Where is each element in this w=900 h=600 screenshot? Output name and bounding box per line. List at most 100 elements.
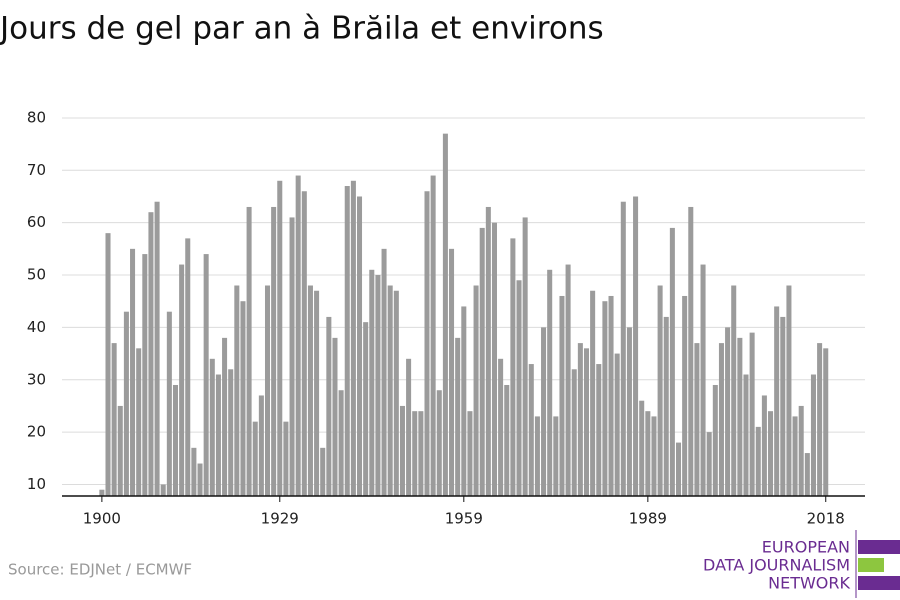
bar bbox=[510, 238, 516, 496]
bar bbox=[442, 133, 448, 496]
bar bbox=[528, 364, 534, 496]
bar bbox=[326, 316, 332, 496]
bar bbox=[430, 175, 436, 496]
bar bbox=[344, 186, 350, 496]
bar bbox=[479, 227, 485, 496]
bar bbox=[142, 254, 148, 496]
x-tick-label: 1989 bbox=[629, 510, 667, 528]
bar bbox=[743, 374, 749, 496]
bar bbox=[393, 290, 399, 496]
bar bbox=[418, 411, 424, 496]
bar bbox=[718, 343, 724, 496]
y-tick-label: 50 bbox=[27, 266, 46, 284]
bar bbox=[786, 285, 792, 496]
bar bbox=[571, 369, 577, 496]
bar bbox=[608, 295, 614, 496]
bar bbox=[179, 264, 185, 496]
bar bbox=[117, 405, 123, 496]
y-tick-label: 60 bbox=[27, 213, 46, 231]
bar bbox=[258, 395, 264, 496]
bar bbox=[252, 421, 258, 496]
bar bbox=[166, 311, 172, 496]
x-tick-label: 1929 bbox=[261, 510, 299, 528]
logo: EUROPEAN DATA JOURNALISM NETWORK bbox=[703, 530, 900, 598]
bar bbox=[485, 206, 491, 496]
bar bbox=[498, 358, 504, 496]
bar bbox=[307, 285, 313, 496]
bar bbox=[375, 275, 381, 496]
bar bbox=[596, 364, 602, 496]
bar bbox=[357, 196, 363, 496]
y-tick-label: 10 bbox=[27, 475, 46, 493]
bar bbox=[675, 442, 682, 496]
bar bbox=[332, 337, 338, 496]
bar bbox=[725, 327, 731, 496]
bar bbox=[123, 311, 129, 496]
bar bbox=[534, 416, 540, 496]
bar bbox=[197, 463, 203, 496]
bar bbox=[136, 348, 142, 496]
logo-bar bbox=[858, 576, 900, 590]
bar bbox=[823, 348, 829, 496]
bar bbox=[804, 453, 810, 496]
bar bbox=[761, 395, 767, 496]
logo-bar bbox=[858, 558, 884, 572]
bar bbox=[399, 405, 405, 496]
bar bbox=[669, 227, 675, 496]
bar bbox=[491, 222, 497, 496]
bar bbox=[185, 238, 191, 496]
bar bbox=[449, 248, 455, 496]
x-tick-label: 1959 bbox=[445, 510, 483, 528]
bar bbox=[228, 369, 234, 496]
bar bbox=[363, 322, 369, 496]
y-tick-label: 30 bbox=[27, 370, 46, 388]
bar bbox=[626, 327, 632, 496]
bar bbox=[412, 411, 418, 496]
logo-bar bbox=[858, 540, 900, 554]
x-tick-label: 2018 bbox=[807, 510, 845, 528]
bar bbox=[295, 175, 301, 496]
bar bbox=[798, 405, 804, 496]
bar bbox=[504, 384, 510, 496]
bar bbox=[749, 332, 755, 496]
bar bbox=[148, 212, 154, 497]
bar bbox=[215, 374, 221, 496]
bar bbox=[602, 301, 608, 496]
bar bbox=[301, 191, 307, 497]
source: Source: EDJNet / ECMWF bbox=[8, 561, 192, 579]
bar bbox=[731, 285, 737, 496]
y-tick-label: 40 bbox=[27, 318, 46, 336]
bar bbox=[320, 447, 326, 496]
bar bbox=[583, 348, 590, 496]
bar bbox=[350, 180, 356, 496]
bar bbox=[160, 484, 166, 496]
bar bbox=[277, 180, 283, 496]
logo-text: NETWORK bbox=[768, 574, 850, 593]
bar bbox=[369, 269, 375, 496]
chart-title: Jours de gel par an à Brăila et environs bbox=[0, 11, 604, 47]
bar bbox=[406, 358, 412, 496]
bar bbox=[105, 233, 111, 497]
bar bbox=[424, 191, 430, 497]
x-tick-label: 1900 bbox=[83, 510, 121, 528]
bar bbox=[706, 432, 712, 496]
logo-text: EUROPEAN bbox=[762, 538, 850, 557]
bar bbox=[264, 285, 271, 496]
bar bbox=[559, 295, 565, 496]
bar bbox=[645, 411, 651, 496]
bar bbox=[768, 411, 774, 496]
bar bbox=[780, 316, 786, 496]
bar bbox=[522, 217, 528, 496]
bar bbox=[620, 201, 626, 496]
bar bbox=[577, 343, 583, 496]
bar bbox=[712, 384, 718, 496]
bar bbox=[614, 353, 620, 496]
bar bbox=[651, 416, 657, 496]
bar bbox=[473, 285, 479, 496]
bar bbox=[657, 285, 663, 496]
bar bbox=[663, 316, 669, 496]
bar bbox=[271, 206, 277, 496]
bar bbox=[172, 384, 179, 496]
y-tick-label: 70 bbox=[27, 161, 46, 179]
